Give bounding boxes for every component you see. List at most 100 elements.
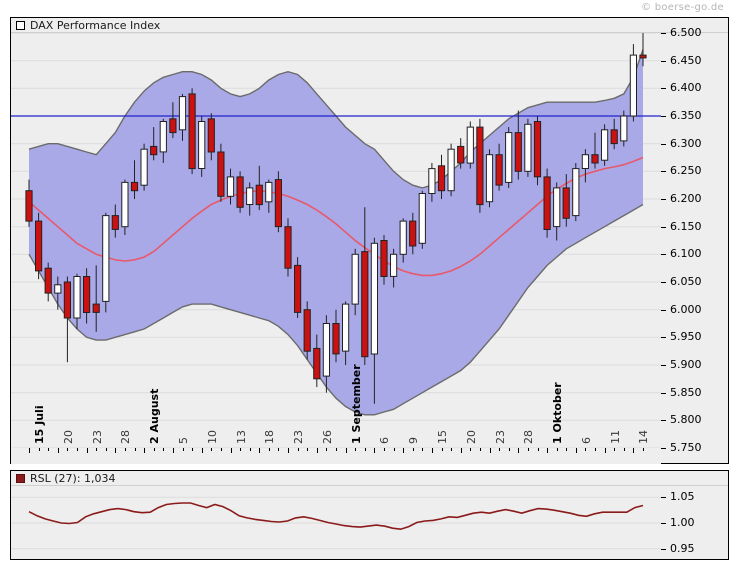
x-tick-label: 28 bbox=[522, 430, 536, 444]
x-tick-mark bbox=[57, 448, 59, 453]
x-tick-mark bbox=[403, 448, 405, 453]
x-tick-mark bbox=[211, 448, 213, 451]
x-tick-mark bbox=[192, 448, 194, 451]
x-tick-mark bbox=[86, 448, 88, 453]
x-tick-label: 14 bbox=[637, 430, 651, 444]
x-tick-label: 23 bbox=[292, 430, 305, 444]
x-tick-mark bbox=[77, 448, 78, 451]
y-tick-label: 5.850 bbox=[670, 385, 702, 399]
x-tick-mark bbox=[527, 448, 529, 451]
x-tick-mark bbox=[537, 448, 539, 451]
y-tick-mark bbox=[661, 448, 666, 449]
x-tick-mark bbox=[431, 448, 433, 453]
y-tick-label: 5.800 bbox=[670, 413, 702, 427]
y-tick-mark bbox=[661, 88, 666, 90]
x-tick-mark bbox=[345, 448, 347, 453]
x-tick-mark bbox=[268, 448, 270, 451]
y-tick-label: 5.750 bbox=[670, 441, 702, 454]
x-tick-mark bbox=[48, 448, 50, 451]
x-tick-mark bbox=[326, 448, 328, 451]
y-tick-mark bbox=[661, 143, 666, 145]
x-tick-mark bbox=[499, 448, 501, 451]
x-tick-mark bbox=[595, 448, 596, 451]
x-tick-label: 20 bbox=[464, 430, 478, 444]
x-tick-mark bbox=[220, 448, 222, 451]
x-tick-mark bbox=[585, 448, 587, 451]
x-tick-mark bbox=[614, 448, 616, 451]
x-tick-label: 1 Oktober bbox=[551, 382, 565, 444]
x-tick-mark bbox=[163, 448, 165, 451]
x-tick-label: 23 bbox=[493, 430, 507, 444]
price-x-axis bbox=[11, 448, 661, 464]
y-tick-label: 6.000 bbox=[670, 302, 702, 316]
x-tick-mark bbox=[384, 448, 385, 451]
x-tick-mark bbox=[38, 448, 40, 451]
x-tick-mark bbox=[575, 448, 577, 453]
y-tick-mark bbox=[661, 226, 666, 228]
y-tick-label: 6.350 bbox=[670, 109, 702, 122]
x-tick-mark bbox=[278, 448, 280, 451]
y-tick-mark bbox=[661, 60, 666, 62]
rsl-y-tick-mark bbox=[661, 523, 666, 524]
y-tick-label: 6.100 bbox=[670, 247, 702, 261]
y-tick-mark bbox=[661, 254, 666, 256]
rsl-y-tick-mark bbox=[661, 548, 666, 550]
x-tick-mark bbox=[29, 448, 30, 453]
rsl-y-tick-label: 1.05 bbox=[670, 490, 695, 504]
y-tick-label: 5.900 bbox=[670, 358, 702, 371]
x-tick-mark bbox=[374, 448, 376, 453]
rsl-plot-area[interactable] bbox=[11, 486, 661, 559]
x-tick-mark bbox=[451, 448, 453, 451]
x-tick-mark bbox=[105, 448, 107, 451]
x-tick-mark bbox=[355, 448, 357, 451]
rsl-y-tick-label: 1.00 bbox=[670, 516, 695, 529]
x-tick-mark bbox=[67, 448, 69, 451]
x-tick-label: 26 bbox=[320, 430, 334, 444]
rsl-y-axis: 1.05 1.00 0.95 bbox=[661, 486, 728, 559]
x-tick-label: 11 bbox=[608, 430, 622, 444]
x-tick-mark bbox=[470, 448, 472, 451]
rsl-y-tick-mark bbox=[661, 497, 666, 499]
x-tick-mark bbox=[288, 448, 289, 453]
x-tick-mark bbox=[230, 448, 232, 453]
x-tick-mark bbox=[96, 448, 98, 451]
x-tick-label: 15 bbox=[435, 430, 449, 444]
x-tick-mark bbox=[249, 448, 251, 451]
price-legend-label: DAX Performance Index bbox=[30, 19, 161, 32]
y-tick-mark bbox=[661, 392, 666, 394]
x-tick-mark bbox=[393, 448, 395, 451]
x-tick-label: 28 bbox=[119, 430, 133, 444]
x-tick-mark bbox=[172, 448, 174, 453]
x-tick-label: 20 bbox=[61, 430, 75, 444]
price-plot-area[interactable]: 15 Juli 20 23 28 2 August 5 10 13 18 23 26 1 Septem… bbox=[11, 33, 661, 448]
rsl-legend-bar: RSL (27): 1,034 bbox=[11, 471, 728, 486]
x-tick-mark bbox=[643, 448, 644, 451]
x-tick-label: 1 September bbox=[349, 364, 363, 444]
y-tick-label: 5.950 bbox=[670, 330, 702, 344]
y-tick-mark bbox=[661, 116, 666, 117]
x-tick-label: 18 bbox=[263, 430, 277, 444]
price-legend-bar: DAX Performance Index bbox=[11, 18, 728, 33]
x-tick-mark bbox=[441, 448, 443, 451]
y-tick-label: 6.500 bbox=[670, 26, 702, 39]
x-tick-label: 5 bbox=[176, 437, 190, 444]
x-tick-mark bbox=[479, 448, 481, 451]
x-tick-mark bbox=[115, 448, 117, 453]
x-tick-mark bbox=[307, 448, 309, 451]
x-tick-label: 23 bbox=[90, 430, 104, 444]
rsl-panel: RSL (27): 1,034 1.05 1.00 0.95 bbox=[10, 470, 729, 560]
y-tick-label: 6.200 bbox=[670, 192, 702, 205]
x-tick-mark bbox=[547, 448, 549, 453]
x-tick-mark bbox=[240, 448, 242, 451]
x-tick-mark bbox=[412, 448, 414, 451]
rsl-legend-label: RSL (27): 1,034 bbox=[30, 472, 116, 485]
price-panel: DAX Performance Index 15 Juli 20 23 28 2 Aug… bbox=[10, 17, 729, 464]
x-tick-label: 13 bbox=[234, 430, 248, 444]
y-tick-mark bbox=[661, 171, 666, 173]
filled-square-marker-icon bbox=[16, 474, 25, 483]
rsl-y-tick-label: 0.95 bbox=[670, 541, 695, 555]
x-tick-mark bbox=[508, 448, 510, 451]
x-tick-mark bbox=[134, 448, 136, 451]
y-tick-label: 6.150 bbox=[670, 219, 702, 233]
